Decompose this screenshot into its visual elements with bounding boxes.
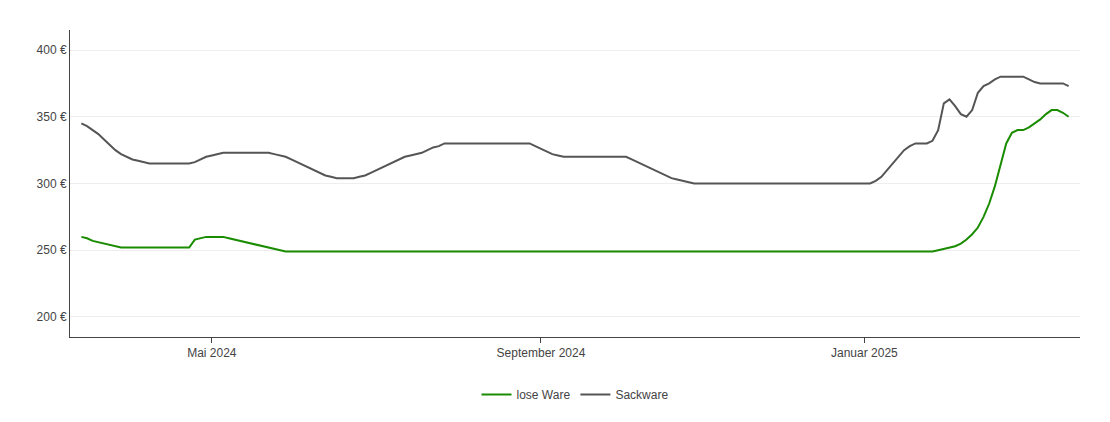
svg-text:Januar 2025: Januar 2025	[831, 346, 898, 360]
svg-text:350 €: 350 €	[37, 110, 67, 124]
svg-text:400 €: 400 €	[37, 43, 67, 57]
svg-text:September 2024: September 2024	[497, 346, 586, 360]
svg-text:250 €: 250 €	[37, 243, 67, 257]
svg-text:Sackware: Sackware	[615, 388, 668, 402]
svg-text:200 €: 200 €	[37, 310, 67, 324]
svg-text:300 €: 300 €	[37, 177, 67, 191]
svg-text:lose Ware: lose Ware	[517, 388, 571, 402]
svg-text:Mai 2024: Mai 2024	[187, 346, 237, 360]
